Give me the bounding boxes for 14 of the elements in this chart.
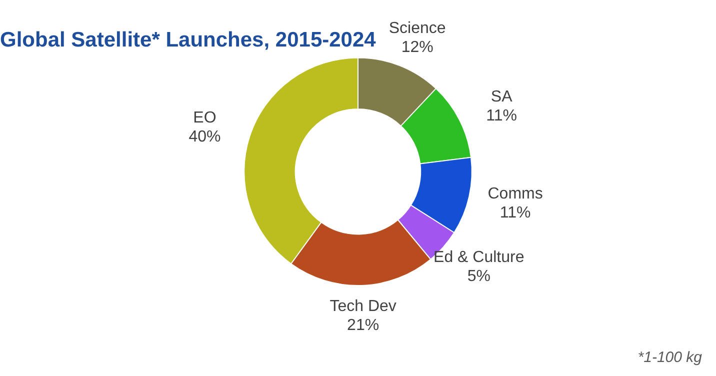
data-label: 11% [486,108,518,125]
text: *1-100 kg [638,349,702,366]
slice-label: Comms [488,185,543,202]
chart-title: Global Satellite* Launches, 2015-2024 [0,28,376,52]
slice-label: Science [388,20,446,38]
data-label: 5% [467,268,490,286]
data-label: 11% [500,204,531,222]
data-label: 40% [188,128,221,146]
slice-label: Ed & Culture [434,249,524,266]
slice-label: EO [193,110,216,127]
slice-label: SA [490,88,513,106]
slice-label: Tech Dev [330,298,396,315]
data-label: 12% [401,39,434,56]
data-label: 21% [347,316,380,334]
